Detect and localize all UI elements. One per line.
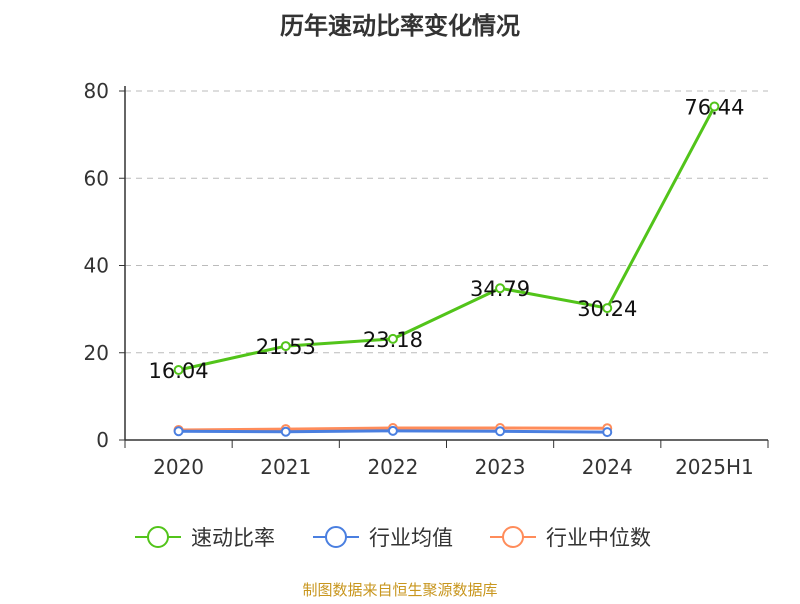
x-tick-label: 2022 bbox=[367, 455, 418, 479]
legend-marker bbox=[325, 526, 347, 548]
x-tick-label: 2023 bbox=[475, 455, 526, 479]
y-tick-label: 40 bbox=[84, 254, 109, 278]
data-point bbox=[173, 365, 184, 376]
footer-source: 制图数据来自恒生聚源数据库 bbox=[302, 581, 497, 599]
series-line bbox=[178, 105, 716, 372]
legend-label: 速动比率 bbox=[191, 526, 275, 550]
data-point bbox=[173, 426, 184, 437]
data-point bbox=[709, 101, 720, 112]
y-tick-label: 80 bbox=[84, 79, 109, 103]
data-point bbox=[495, 283, 506, 294]
chart-title: 历年速动比率变化情况 bbox=[280, 12, 520, 40]
x-tick-label: 2024 bbox=[582, 455, 633, 479]
data-label: 16.04 bbox=[149, 359, 209, 383]
data-point bbox=[387, 333, 398, 344]
x-tick-label: 2021 bbox=[260, 455, 311, 479]
legend-marker bbox=[147, 526, 169, 548]
data-point bbox=[280, 426, 291, 437]
data-point bbox=[495, 426, 506, 437]
data-point bbox=[387, 425, 398, 436]
legend-label: 行业均值 bbox=[369, 526, 453, 550]
legend-marker bbox=[502, 526, 524, 548]
data-label: 76.44 bbox=[684, 96, 744, 120]
data-point bbox=[602, 303, 613, 314]
data-label: 34.79 bbox=[470, 277, 530, 301]
data-point bbox=[602, 427, 613, 438]
legend-label: 行业中位数 bbox=[546, 526, 651, 550]
x-tick-label: 2020 bbox=[153, 455, 204, 479]
x-tick-label: 2025H1 bbox=[675, 455, 754, 479]
data-label: 21.53 bbox=[256, 335, 316, 359]
data-label: 23.18 bbox=[363, 328, 423, 352]
y-tick-label: 20 bbox=[84, 341, 109, 365]
data-label: 30.24 bbox=[577, 297, 637, 321]
data-point bbox=[280, 341, 291, 352]
y-tick-label: 0 bbox=[96, 428, 109, 452]
y-tick-label: 60 bbox=[84, 166, 109, 190]
